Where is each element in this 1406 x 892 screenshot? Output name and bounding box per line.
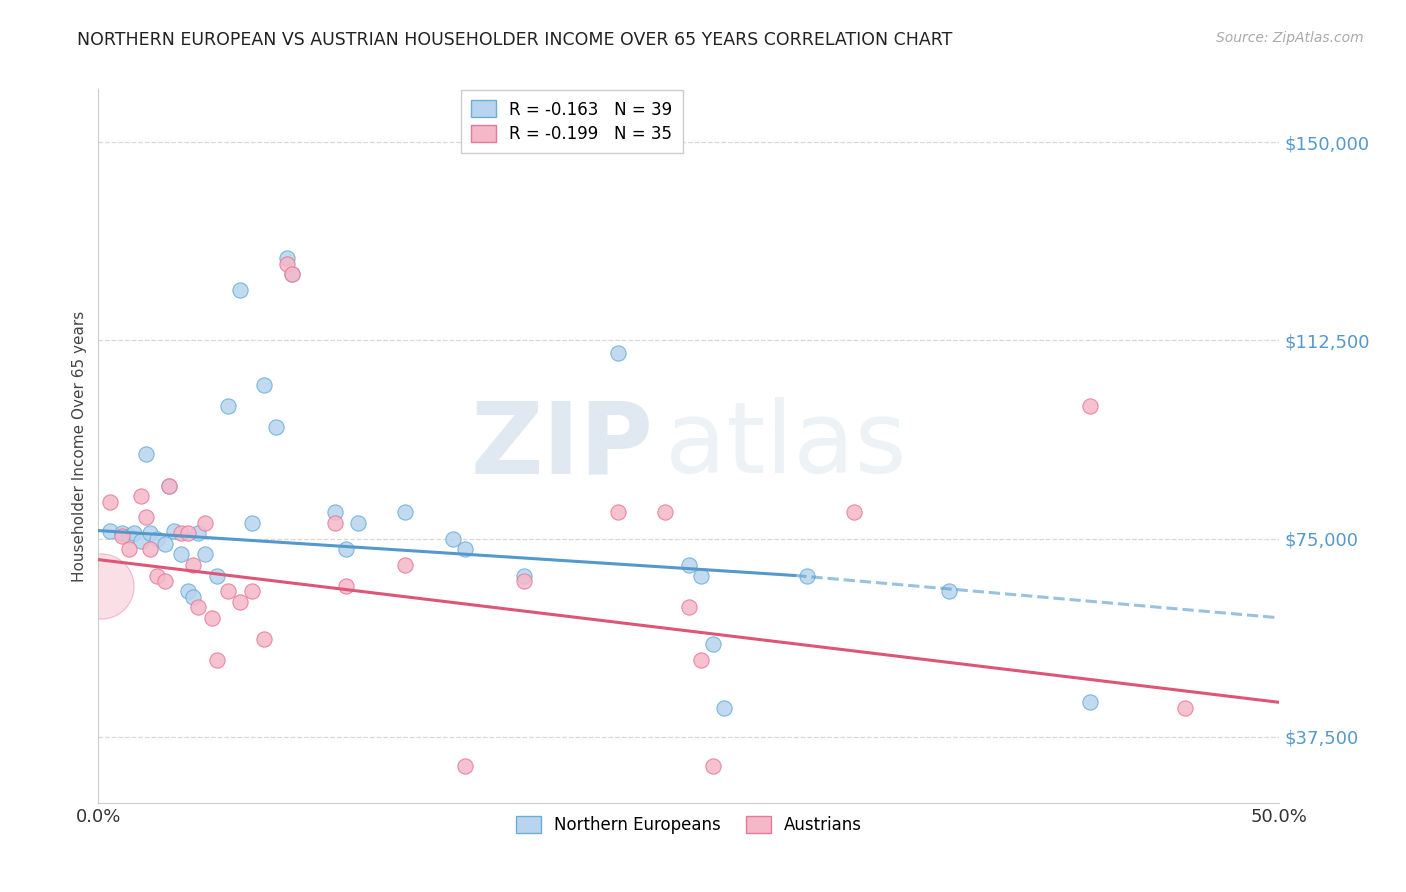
Point <box>157 478 180 492</box>
Point <box>335 579 357 593</box>
Point <box>394 505 416 519</box>
Point <box>335 542 357 557</box>
Text: atlas: atlas <box>665 398 907 494</box>
Point <box>139 526 162 541</box>
Point <box>177 584 200 599</box>
Point <box>512 568 534 582</box>
Point <box>938 584 960 599</box>
Point <box>98 524 121 538</box>
Point <box>323 505 346 519</box>
Point <box>187 600 209 615</box>
Point <box>122 526 145 541</box>
Point <box>607 505 630 519</box>
Point <box>217 400 239 414</box>
Point <box>394 558 416 572</box>
Point <box>153 574 176 588</box>
Point <box>146 532 169 546</box>
Point <box>453 542 475 557</box>
Point <box>205 568 228 582</box>
Point <box>111 529 134 543</box>
Point <box>702 637 724 651</box>
Point <box>347 516 370 530</box>
Point <box>111 526 134 541</box>
Point <box>1174 700 1197 714</box>
Point <box>201 611 224 625</box>
Point <box>253 632 276 646</box>
Point <box>153 537 176 551</box>
Point <box>702 759 724 773</box>
Point <box>276 252 298 266</box>
Point <box>1080 400 1102 414</box>
Point <box>90 579 112 593</box>
Point <box>229 595 252 609</box>
Point <box>1080 695 1102 709</box>
Point <box>264 420 287 434</box>
Point <box>713 700 735 714</box>
Point <box>229 283 252 297</box>
Point <box>689 653 711 667</box>
Point <box>177 526 200 541</box>
Point <box>689 568 711 582</box>
Point <box>118 542 141 557</box>
Point <box>678 600 700 615</box>
Point <box>217 584 239 599</box>
Point <box>281 267 304 281</box>
Point <box>607 346 630 360</box>
Point <box>139 542 162 557</box>
Point <box>240 516 263 530</box>
Point <box>512 574 534 588</box>
Point <box>118 529 141 543</box>
Point <box>678 558 700 572</box>
Point <box>181 590 204 604</box>
Point <box>194 547 217 561</box>
Text: ZIP: ZIP <box>471 398 654 494</box>
Point <box>194 516 217 530</box>
Point <box>163 524 186 538</box>
Point <box>170 547 193 561</box>
Point <box>129 534 152 549</box>
Point <box>323 516 346 530</box>
Point <box>205 653 228 667</box>
Point <box>187 526 209 541</box>
Point <box>181 558 204 572</box>
Point <box>844 505 866 519</box>
Point <box>98 494 121 508</box>
Text: NORTHERN EUROPEAN VS AUSTRIAN HOUSEHOLDER INCOME OVER 65 YEARS CORRELATION CHART: NORTHERN EUROPEAN VS AUSTRIAN HOUSEHOLDE… <box>77 31 953 49</box>
Point <box>276 257 298 271</box>
Point <box>129 489 152 503</box>
Point <box>253 378 276 392</box>
Point <box>146 568 169 582</box>
Point <box>654 505 676 519</box>
Y-axis label: Householder Income Over 65 years: Householder Income Over 65 years <box>72 310 87 582</box>
Point <box>453 759 475 773</box>
Point <box>240 584 263 599</box>
Point <box>135 447 157 461</box>
Text: Source: ZipAtlas.com: Source: ZipAtlas.com <box>1216 31 1364 45</box>
Point <box>170 526 193 541</box>
Point <box>135 510 157 524</box>
Legend: Northern Europeans, Austrians: Northern Europeans, Austrians <box>509 809 869 841</box>
Point <box>441 532 464 546</box>
Point <box>796 568 818 582</box>
Point <box>157 478 180 492</box>
Point <box>281 267 304 281</box>
